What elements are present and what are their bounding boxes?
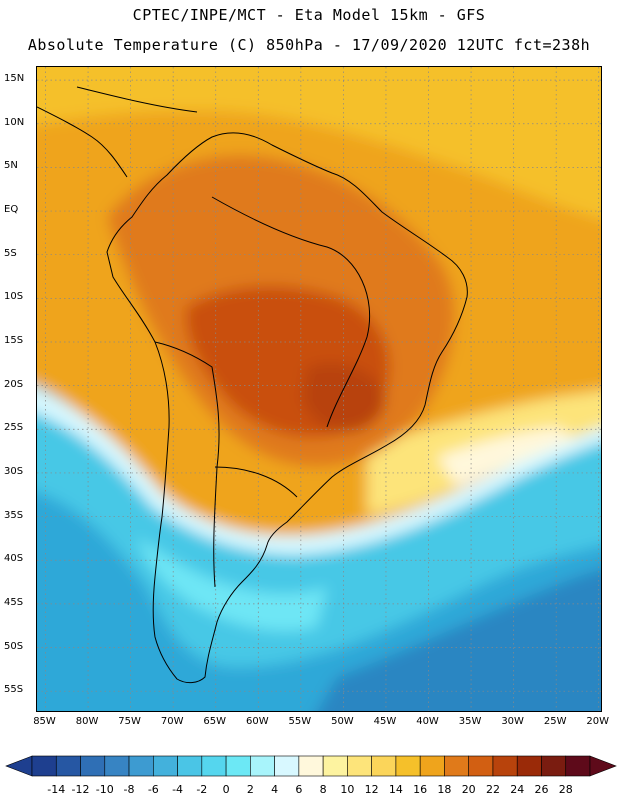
lat-tick-label: 25S: [4, 422, 24, 434]
lat-tick-label: 45S: [4, 596, 24, 608]
colorbar-tick-label: 28: [558, 783, 573, 796]
colorbar-segment: [128, 755, 154, 777]
colorbar-tick-label: 8: [319, 783, 327, 796]
colorbar-tick-label: 16: [413, 783, 428, 796]
colorbar-segment: [395, 755, 421, 777]
colorbar-segment: [250, 755, 275, 777]
lat-tick-label: 20S: [4, 378, 24, 390]
coastline: [37, 86, 468, 684]
lon-tick-label: 30W: [501, 716, 524, 727]
colorbar-segment: [31, 755, 57, 777]
border-andes: [154, 341, 220, 588]
coastline-south-america: [106, 132, 468, 684]
colorbar-segment: [80, 755, 106, 777]
colorbar-tick-label: 26: [534, 783, 549, 796]
colorbar-segment: [541, 755, 567, 777]
lat-tick-label: 30S: [4, 465, 24, 477]
colorbar-tick-label: -2: [196, 783, 208, 796]
colorbar-tick-label: 2: [246, 783, 254, 796]
lat-tick-label: 40S: [4, 553, 24, 565]
lat-tick-label: 10N: [4, 116, 25, 128]
chart-title: CPTEC/INPE/MCT - Eta Model 15km - GFS: [132, 6, 486, 24]
field-cyan-patagonia: [137, 537, 327, 631]
colorbar-segment: [104, 755, 130, 777]
colorbar-segment: [516, 755, 542, 777]
colorbar-tick-label: 22: [485, 783, 500, 796]
colorbar: [5, 755, 617, 777]
coastline-caribbean: [76, 86, 198, 113]
field-deep-blue-southeast: [317, 569, 601, 711]
temperature-map: [36, 66, 602, 712]
colorbar-tick-label: 12: [364, 783, 379, 796]
lon-tick-label: 25W: [543, 716, 567, 727]
border-brazil: [211, 196, 371, 428]
colorbar-tick-label: -6: [147, 783, 159, 796]
colorbar-tick-label: 10: [340, 783, 355, 796]
colorbar-segment: [298, 755, 324, 777]
colorbar-tick-label: -12: [71, 783, 90, 796]
colorbar-tick-label: 18: [437, 783, 452, 796]
colorbar-segment: [225, 755, 251, 777]
lat-tick-label: 15S: [4, 334, 24, 346]
colorbar-segment: [177, 755, 203, 777]
lat-tick-label: 5S: [4, 247, 17, 259]
colorbar-tick-label: -10: [95, 783, 114, 796]
colorbar-tick-label: 14: [388, 783, 403, 796]
lon-tick-label: 55W: [288, 716, 312, 727]
colorbar-segment: [322, 755, 348, 777]
lon-tick-label: 50W: [331, 716, 354, 727]
lon-tick-label: 20W: [586, 716, 610, 727]
colorbar-tick-label: 20: [461, 783, 476, 796]
colorbar-tick-label: 24: [510, 783, 525, 796]
colorbar-segment: [492, 755, 518, 777]
colorbar-segment: [371, 755, 397, 777]
temperature-field: [37, 67, 601, 711]
border-argentina: [214, 466, 298, 498]
colorbar-tick-label: -8: [123, 783, 135, 796]
lat-tick-label: 5N: [4, 160, 18, 172]
lat-tick-label: 15N: [4, 73, 25, 85]
lon-tick-label: 45W: [373, 716, 397, 727]
lat-tick-label: 35S: [4, 509, 24, 521]
colorbar-segment: [419, 755, 445, 777]
lat-tick-label: 55S: [4, 684, 24, 696]
lon-tick-label: 85W: [33, 716, 56, 727]
lon-tick-label: 40W: [416, 716, 439, 727]
lon-tick-label: 65W: [203, 716, 227, 727]
field-cream-patch: [437, 427, 577, 487]
colorbar-segment: [444, 755, 469, 777]
colorbar-segment: [201, 755, 227, 777]
colorbar-segment: [153, 755, 178, 777]
colorbar-segment: [347, 755, 372, 777]
field-pale-band: [37, 389, 601, 555]
chart-subtitle: Absolute Temperature (C) 850hPa - 17/09/…: [27, 36, 591, 54]
lat-tick-label: 10S: [4, 291, 24, 303]
colorbar-tick-label: -4: [172, 783, 184, 796]
lon-tick-label: 70W: [160, 716, 184, 727]
colorbar-arrow-right: [589, 755, 617, 777]
map-canvas: [37, 67, 601, 711]
colorbar-segment: [468, 755, 494, 777]
lon-tick-label: 80W: [75, 716, 99, 727]
lat-tick-label: EQ: [4, 204, 19, 216]
colorbar-arrow-left: [5, 755, 33, 777]
colorbar-tick-label: 6: [295, 783, 303, 796]
field-mild-north: [37, 67, 601, 219]
colorbar-segment: [565, 755, 591, 777]
lon-tick-label: 60W: [245, 716, 269, 727]
colorbar-tick-label: -14: [47, 783, 66, 796]
coastline-central-america: [37, 106, 128, 178]
colorbar-segment: [274, 755, 300, 777]
colorbar-segment: [55, 755, 81, 777]
lon-tick-label: 35W: [458, 716, 482, 727]
lat-tick-label: 50S: [4, 640, 24, 652]
lon-tick-label: 75W: [118, 716, 141, 727]
colorbar-tick-label: 0: [222, 783, 230, 796]
colorbar-tick-label: 4: [271, 783, 279, 796]
field-hot-core-east: [302, 363, 386, 433]
